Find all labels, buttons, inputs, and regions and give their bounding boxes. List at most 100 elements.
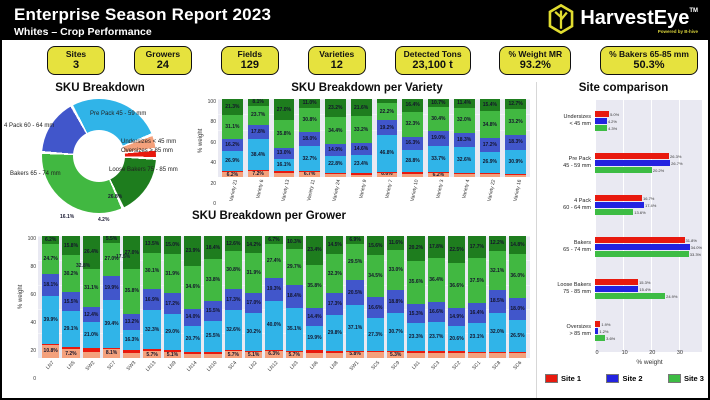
bar-segment[interactable]: 27.0%	[102, 242, 121, 276]
bar-segment[interactable]: 20.7%	[184, 326, 202, 352]
site-bar[interactable]	[595, 286, 639, 292]
bar-segment[interactable]: 14.4%	[305, 308, 324, 326]
bar-segment[interactable]: 19.0%	[428, 130, 449, 146]
bar-segment[interactable]: 6.7%	[265, 236, 283, 245]
bar-segment[interactable]: 39.9%	[42, 295, 60, 345]
stacked-bar[interactable]: 16.3% 13.2% 35.8% 27.0%	[123, 236, 141, 358]
bar-segment[interactable]: 18.8%	[387, 290, 405, 314]
bar-segment[interactable]: 34.4%	[325, 117, 346, 144]
bar-segment[interactable]	[102, 347, 121, 349]
bar-segment[interactable]: 18.4%	[204, 236, 222, 260]
stacked-bar[interactable]: 32.0% 18.5% 32.1% 12.2%	[488, 236, 506, 358]
site-bar[interactable]	[595, 202, 644, 208]
bar-segment[interactable]: 14.0%	[184, 308, 202, 327]
site-bar[interactable]	[595, 167, 652, 173]
bar-segment[interactable]	[427, 353, 445, 358]
stacked-bar[interactable]: 20.6% 14.9% 36.6% 22.5%	[447, 236, 466, 358]
site-bar[interactable]	[595, 279, 639, 285]
bar-segment[interactable]	[350, 173, 372, 175]
bar-segment[interactable]: 7.2%	[247, 171, 269, 177]
legend-item-site-2[interactable]: Site 2	[606, 374, 643, 383]
stacked-bar[interactable]: 5.1% 30.2% 17.0% 31.9% 14.2%	[244, 236, 263, 358]
stacked-bar[interactable]: 23.7% 16.6% 36.4% 17.8%	[427, 236, 445, 358]
bar-segment[interactable]	[447, 353, 466, 358]
bar-segment[interactable]: 35.8%	[123, 269, 141, 314]
bar-segment[interactable]: 5.1%	[244, 351, 263, 358]
bar-segment[interactable]: 31.1%	[82, 268, 100, 307]
bar-segment[interactable]: 26.9%	[479, 151, 501, 173]
bar-segment[interactable]: 24.7%	[42, 243, 60, 274]
bar-segment[interactable]: 33.7%	[428, 145, 449, 172]
bar-segment[interactable]: 15.5%	[62, 292, 80, 312]
stacked-bar[interactable]: 22.8% 14.9% 34.4% 23.2%	[325, 99, 346, 177]
bar-segment[interactable]	[468, 352, 486, 358]
bar-segment[interactable]: 32.0%	[488, 312, 506, 352]
bar-segment[interactable]: 16.3%	[402, 137, 423, 150]
bar-segment[interactable]: 22.2%	[376, 102, 398, 121]
bar-segment[interactable]	[184, 353, 202, 358]
site-bar[interactable]	[595, 195, 643, 201]
bar-segment[interactable]: 5.8%	[346, 350, 364, 358]
stacked-bar[interactable]: 5.7% 35.1% 18.4% 29.7% 10.3%	[285, 236, 303, 358]
bar-segment[interactable]: 5.7%	[285, 351, 303, 358]
bar-segment[interactable]	[427, 351, 445, 354]
bar-segment[interactable]: 22.5%	[447, 236, 466, 264]
bar-segment[interactable]	[508, 353, 527, 358]
bar-segment[interactable]: 19.2%	[376, 120, 398, 136]
bar-segment[interactable]: 39.4%	[102, 299, 121, 348]
bar-segment[interactable]: 28.8%	[402, 149, 423, 173]
bar-segment[interactable]: 17.2%	[163, 293, 182, 315]
site-bar[interactable]	[595, 153, 670, 159]
bar-segment[interactable]	[488, 351, 506, 353]
bar-segment[interactable]: 13.5%	[143, 236, 161, 253]
stacked-bar[interactable]: 21.0% 12.4% 31.1% 26.4%	[82, 236, 100, 358]
bar-segment[interactable]: 31.9%	[163, 254, 182, 294]
bar-segment[interactable]: 13.0%	[273, 148, 295, 159]
stacked-bar[interactable]: 27.3% 16.6% 34.5% 15.6%	[366, 236, 385, 358]
stacked-bar[interactable]: 23.1% 16.4% 37.5% 17.7%	[468, 236, 486, 358]
stacked-bar[interactable]: 5.7% 32.3% 16.9% 30.1% 13.5%	[143, 236, 161, 358]
bar-segment[interactable]	[508, 352, 527, 354]
bar-segment[interactable]: 14.2%	[244, 236, 263, 254]
bar-segment[interactable]: 14.9%	[447, 308, 466, 327]
bar-segment[interactable]: 12.2%	[488, 236, 506, 251]
bar-segment[interactable]: 22.8%	[325, 155, 346, 174]
bar-segment[interactable]: 5.3%	[387, 351, 405, 358]
bar-segment[interactable]: 15.0%	[163, 236, 182, 255]
stacked-bar[interactable]: 30.9% 18.3% 33.2% 12.7%	[505, 99, 526, 177]
bar-segment[interactable]: 15.5%	[204, 301, 222, 321]
bar-segment[interactable]: 15.8%	[62, 236, 80, 256]
bar-segment[interactable]	[265, 349, 283, 351]
site-bar[interactable]	[595, 321, 601, 327]
stacked-bar[interactable]: 5.1% 29.0% 17.2% 31.9% 15.0%	[163, 236, 182, 358]
bar-segment[interactable]: 30.9%	[505, 149, 526, 175]
bar-segment[interactable]: 37.1%	[346, 305, 364, 351]
site-bar[interactable]	[595, 111, 610, 117]
bar-segment[interactable]: 23.4%	[305, 236, 324, 265]
bar-segment[interactable]: 27.0%	[273, 99, 295, 121]
bar-segment[interactable]	[402, 172, 423, 174]
bar-segment[interactable]: 6.9%	[346, 236, 364, 245]
bar-segment[interactable]: 18.0%	[508, 298, 527, 320]
stacked-bar[interactable]: 6.2% 33.7% 19.0% 30.4% 10.7%	[428, 99, 449, 177]
bar-segment[interactable]: 5.7%	[143, 351, 161, 358]
bar-segment[interactable]: 15.4%	[479, 99, 501, 112]
bar-segment[interactable]	[82, 351, 100, 358]
bar-segment[interactable]: 23.7%	[247, 105, 269, 125]
bar-segment[interactable]	[163, 349, 182, 352]
bar-segment[interactable]: 32.3%	[326, 253, 344, 294]
bar-segment[interactable]: 30.4%	[428, 107, 449, 131]
site-bar[interactable]	[595, 251, 689, 257]
bar-segment[interactable]: 20.5%	[346, 280, 364, 306]
bar-segment[interactable]: 36.6%	[447, 263, 466, 309]
bar-segment[interactable]	[479, 172, 501, 174]
bar-segment[interactable]: 21.3%	[222, 99, 243, 116]
bar-segment[interactable]	[204, 353, 222, 358]
bar-segment[interactable]: 12.6%	[224, 236, 242, 252]
bar-segment[interactable]: 33.2%	[350, 116, 372, 143]
bar-segment[interactable]	[505, 174, 526, 177]
bar-segment[interactable]: 35.8%	[273, 120, 295, 149]
bar-segment[interactable]: 14.6%	[350, 142, 372, 155]
site-bar[interactable]	[595, 328, 599, 334]
bar-segment[interactable]	[123, 353, 141, 358]
